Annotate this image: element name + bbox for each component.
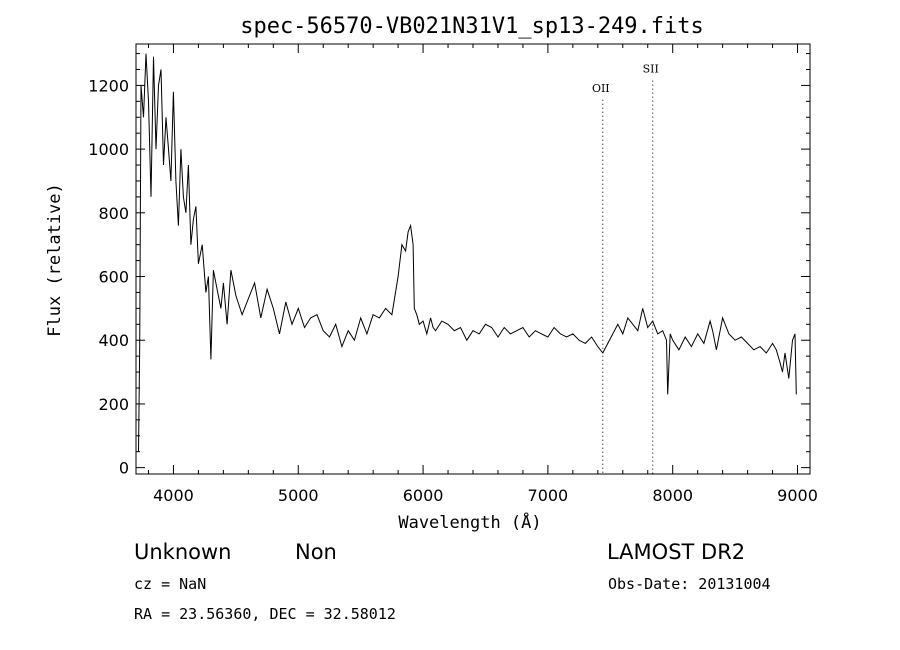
x-tick-label: 4000 [153, 486, 194, 505]
spectrum-series-line [138, 53, 797, 452]
annotations-layer: OII SII [592, 63, 659, 474]
x-axis-label: Wavelength (Å) [398, 511, 541, 533]
spectral-class: Unknown [134, 540, 232, 564]
plot-frame [135, 43, 811, 475]
spectral-subclass: Non [295, 540, 337, 564]
x-tick-label: 9000 [777, 486, 818, 505]
y-tick-label: 0 [119, 459, 129, 478]
x-tick-label: 8000 [652, 486, 693, 505]
series-layer [138, 53, 797, 452]
y-tick-label: 800 [98, 204, 129, 223]
axes-layer: 4000 5000 6000 7000 8000 9000 0 200 400 600 800 100… [88, 44, 818, 505]
y-axis-label: Flux (relative) [45, 183, 65, 337]
chart-title: spec-56570-VB021N31V1_sp13-249.fits [240, 14, 704, 39]
y-tick-label: 1000 [88, 140, 129, 159]
y-tick-label: 1200 [88, 76, 129, 95]
emission-line-label: SII [643, 63, 659, 76]
y-tick-label: 200 [98, 395, 129, 414]
emission-line-label: OII [592, 82, 610, 95]
y-tick-label: 400 [98, 331, 129, 350]
coordinates-text: RA = 23.56360, DEC = 32.58012 [134, 605, 396, 623]
survey-name: LAMOST DR2 [607, 540, 746, 564]
x-tick-label: 5000 [278, 486, 319, 505]
x-tick-label: 7000 [528, 486, 569, 505]
redshift-text: cz = NaN [134, 575, 207, 593]
y-tick-label: 600 [98, 268, 129, 287]
obs-date-text: Obs-Date: 20131004 [608, 575, 771, 593]
x-tick-label: 6000 [403, 486, 444, 505]
